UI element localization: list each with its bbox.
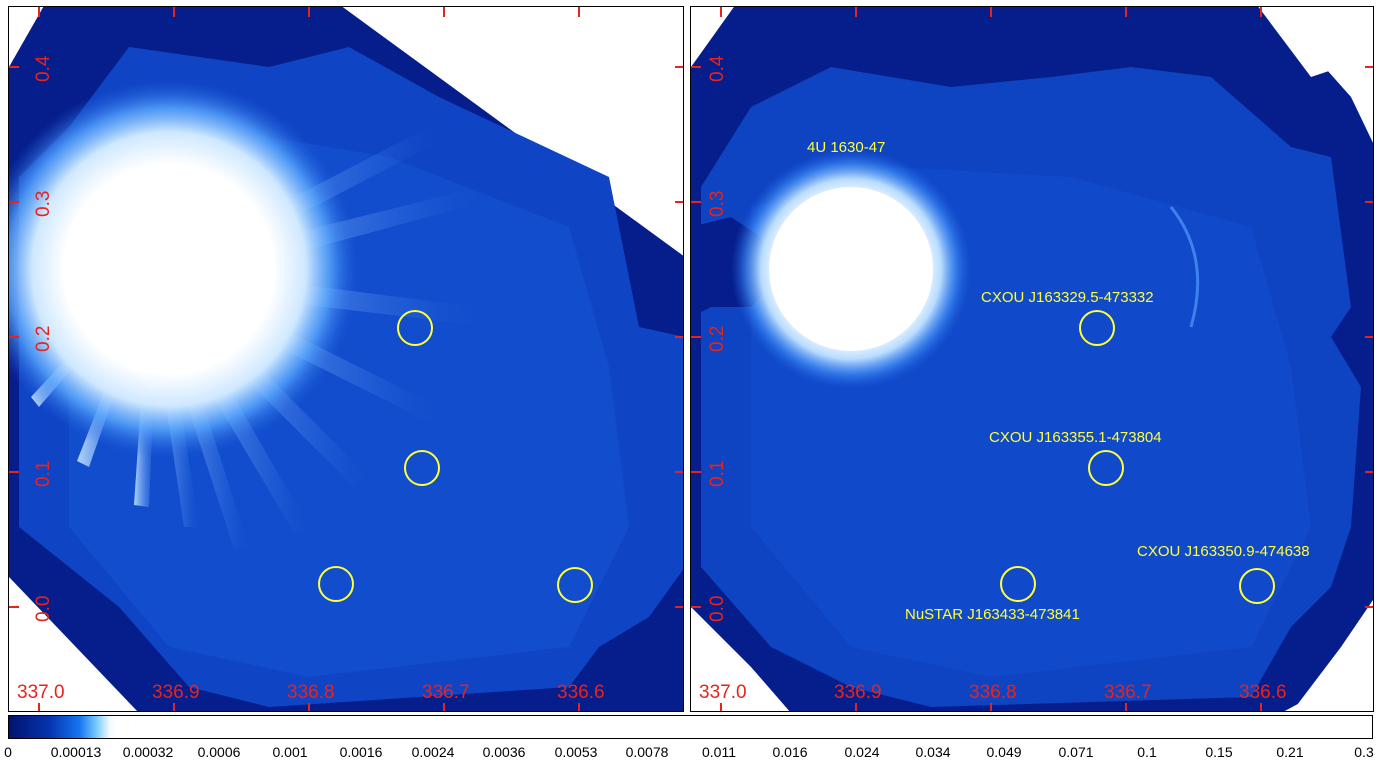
image-edge-cutout xyxy=(1284,638,1373,711)
x-tick-label: 336.8 xyxy=(287,682,335,703)
source-label: CXOU J163355.1-473804 xyxy=(989,429,1162,446)
tick-marks xyxy=(9,7,683,711)
right-image-svg: 4U 1630-47 CXOU J163329.5-473332 CXOU J1… xyxy=(691,7,1373,711)
y-tick-label: 0.0 xyxy=(707,596,728,622)
source-marker xyxy=(557,567,593,603)
source-marker xyxy=(318,566,354,602)
x-tick-label: 336.6 xyxy=(557,682,605,703)
source-marker xyxy=(1079,310,1115,346)
source-label: CXOU J163329.5-473332 xyxy=(981,289,1154,306)
y-tick-label: 0.0 xyxy=(33,596,54,622)
colorbar-label: 0.024 xyxy=(844,744,880,760)
source-markers xyxy=(318,310,593,603)
y-tick-label: 0.3 xyxy=(33,191,54,217)
colorbar-label: 0.011 xyxy=(702,744,736,760)
x-tick-label: 337.0 xyxy=(699,682,747,703)
colorbar-label: 0.1 xyxy=(1137,744,1157,760)
x-tick-label: 336.8 xyxy=(969,682,1017,703)
colorbar-label: 0.0016 xyxy=(339,744,383,760)
y-tick-label: 0.4 xyxy=(33,55,54,82)
colorbar-label: 0.00013 xyxy=(50,744,102,760)
y-tick-label: 0.1 xyxy=(33,461,54,487)
source-marker xyxy=(1239,568,1275,604)
source-marker xyxy=(1000,566,1036,602)
source-marker xyxy=(1088,450,1124,486)
colorbar-label: 0.0053 xyxy=(554,744,598,760)
x-tick-label: 336.7 xyxy=(1104,682,1152,703)
y-tick-label: 0.4 xyxy=(707,55,728,82)
source-markers xyxy=(1000,310,1275,604)
colorbar-label: 0.071 xyxy=(1058,744,1094,760)
source-marker xyxy=(397,310,433,346)
x-tick-label: 336.7 xyxy=(422,682,470,703)
bright-source-core xyxy=(769,187,933,351)
image-edge-cutout xyxy=(1271,7,1373,143)
source-marker xyxy=(404,450,440,486)
colorbar-label: 0.00032 xyxy=(122,744,174,760)
right-image-panel: 4U 1630-47 CXOU J163329.5-473332 CXOU J1… xyxy=(690,6,1374,712)
left-image-panel: 0.4 0.3 0.2 0.1 0.0 337.0 336.9 336.8 33… xyxy=(8,6,684,712)
colorbar-label: 0.0078 xyxy=(625,744,669,760)
bright-source-core xyxy=(64,164,274,374)
colorbar-label: 0.034 xyxy=(915,744,951,760)
colorbar-label: 0.016 xyxy=(772,744,808,760)
colorbar-label: 0.0036 xyxy=(482,744,526,760)
tick-marks xyxy=(691,7,1373,711)
y-tick-label: 0.1 xyxy=(707,461,728,487)
colorbar-label: 0.0024 xyxy=(411,744,455,760)
colorbar-label: 0.001 xyxy=(272,744,308,760)
y-tick-label: 0.2 xyxy=(33,326,54,352)
x-tick-label: 337.0 xyxy=(17,682,65,703)
colorbar-labels: 0 0.00013 0.00032 0.0006 0.001 0.0016 0.… xyxy=(0,744,1385,764)
faint-arc xyxy=(1169,206,1200,328)
source-label: CXOU J163350.9-474638 xyxy=(1137,543,1310,560)
x-tick-label: 336.6 xyxy=(1239,682,1287,703)
x-tick-label: 336.9 xyxy=(152,682,200,703)
colorbar-label: 0.21 xyxy=(1276,744,1304,760)
colorbar xyxy=(8,715,1373,739)
colorbar-label: 0.15 xyxy=(1205,744,1233,760)
colorbar-label: 0 xyxy=(4,744,12,760)
source-label: NuSTAR J163433-473841 xyxy=(905,606,1080,623)
left-image-svg: 0.4 0.3 0.2 0.1 0.0 337.0 336.9 336.8 33… xyxy=(9,7,683,711)
colorbar-label: 0.0006 xyxy=(197,744,241,760)
x-tick-label: 336.9 xyxy=(834,682,882,703)
colorbar-label: 0.049 xyxy=(986,744,1022,760)
source-label: 4U 1630-47 xyxy=(807,139,885,156)
y-tick-label: 0.3 xyxy=(707,191,728,217)
colorbar-label: 0.3 xyxy=(1354,744,1374,760)
y-tick-label: 0.2 xyxy=(707,326,728,352)
